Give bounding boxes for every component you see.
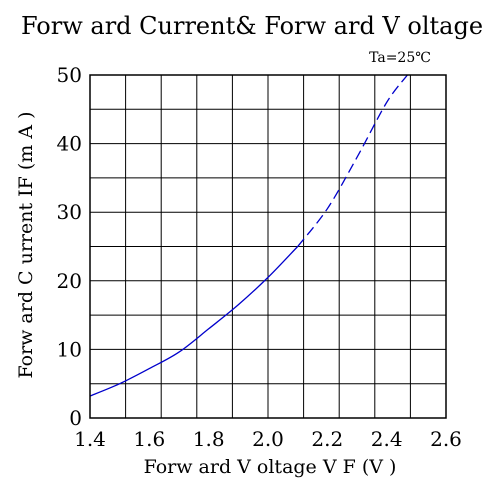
y-tick-label: 50 xyxy=(57,63,82,87)
series-line-dashed xyxy=(297,74,408,247)
y-tick-labels: 0 10 20 30 40 50 xyxy=(57,63,82,430)
test-condition: Ta=25℃ xyxy=(369,50,431,66)
x-tick-label: 1.4 xyxy=(74,427,106,451)
y-tick-label: 20 xyxy=(57,269,82,293)
x-tick-label: 2.2 xyxy=(311,427,343,451)
y-axis-label: Forw ard C urrent IF (m A ) xyxy=(15,111,37,378)
series-line-solid xyxy=(89,246,299,397)
x-axis-label: Forw ard V oltage V F (V ) xyxy=(144,456,397,478)
grid xyxy=(90,75,446,418)
y-tick-label: 0 xyxy=(69,406,82,430)
plot-frame xyxy=(89,74,447,419)
x-tick-label: 1.8 xyxy=(193,427,225,451)
x-tick-label: 2.0 xyxy=(252,427,284,451)
x-tick-label: 2.4 xyxy=(371,427,403,451)
x-tick-labels: 1.4 1.6 1.8 2.0 2.2 2.4 2.6 xyxy=(74,427,462,451)
x-tick-label: 1.6 xyxy=(133,427,165,451)
y-tick-label: 40 xyxy=(57,132,82,156)
x-tick-label: 2.6 xyxy=(430,427,462,451)
series-layer xyxy=(89,74,408,397)
y-tick-label: 10 xyxy=(57,337,82,361)
y-tick-label: 30 xyxy=(57,200,82,224)
chart-title: Forw ard Current& Forw ard V oltage xyxy=(21,12,483,40)
